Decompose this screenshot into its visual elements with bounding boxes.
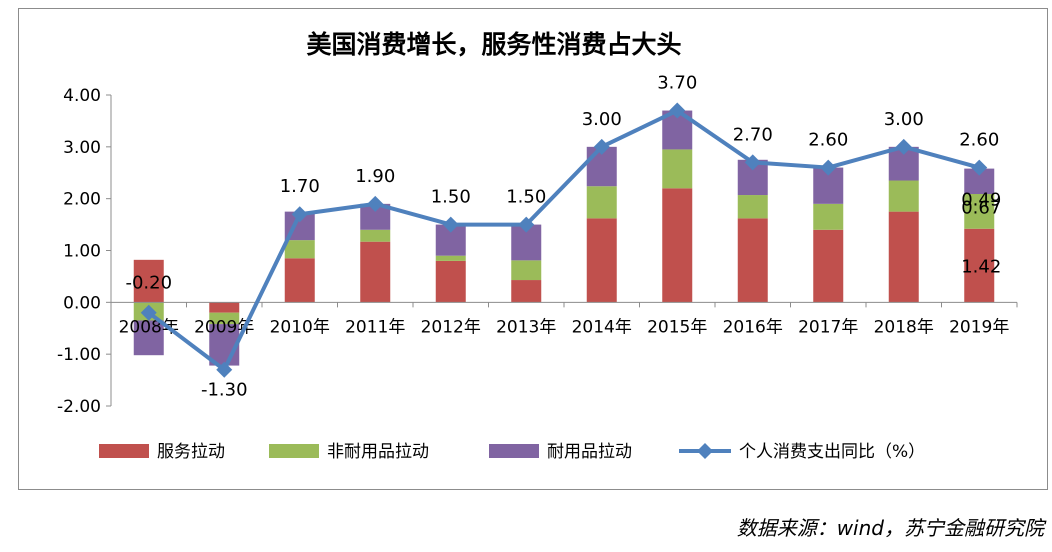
y-tick-label: 4.00 xyxy=(63,86,101,106)
bar-segment xyxy=(662,188,693,303)
x-tick-label: 2019年 xyxy=(949,317,1009,337)
line-marker xyxy=(291,206,308,223)
bar-segment xyxy=(813,229,844,303)
legend-swatch xyxy=(489,444,539,458)
line-data-label: 3.70 xyxy=(657,73,697,94)
line-marker xyxy=(216,361,233,378)
bar-segment xyxy=(586,186,617,219)
x-tick-label: 2013年 xyxy=(496,317,556,337)
line-marker xyxy=(518,216,535,233)
line-data-label: 2.60 xyxy=(808,130,848,151)
y-tick-label: 1.00 xyxy=(63,242,101,262)
x-tick-label: 2015年 xyxy=(647,317,707,337)
bar-segment xyxy=(360,241,391,303)
bar-data-label: 1.42 xyxy=(961,257,1001,278)
line-data-label: 3.00 xyxy=(884,109,924,130)
bar-segment xyxy=(284,240,315,259)
line-data-label: -0.20 xyxy=(125,273,172,294)
line-marker xyxy=(744,154,761,171)
line-marker xyxy=(895,138,912,155)
x-tick-label: 2014年 xyxy=(572,317,632,337)
bar-segment xyxy=(133,259,164,303)
bar-segment xyxy=(662,149,693,189)
legend-label: 服务拉动 xyxy=(157,442,225,462)
legend-label: 非耐用品拉动 xyxy=(327,442,429,462)
line-data-label: 1.50 xyxy=(506,187,546,208)
bar-data-label: 0.67 xyxy=(961,197,1001,218)
bar-data-label: 0.49 xyxy=(961,189,1001,210)
line-marker xyxy=(442,216,459,233)
bar-segment xyxy=(360,229,391,242)
chart-frame: 美国消费增长，服务性消费占大头 -2.00 -1.00 0.00 1.00 2.00 3.0… xyxy=(18,8,1048,490)
x-tick-label: 2018年 xyxy=(874,317,934,337)
line-marker xyxy=(593,138,610,155)
bar-segment xyxy=(737,218,768,303)
bar-segment xyxy=(964,194,995,229)
source-note: 数据来源：wind，苏宁金融研究院 xyxy=(736,516,1044,540)
bar-segment xyxy=(133,320,164,356)
x-tick-label: 2009年 xyxy=(194,317,254,337)
bar-segment xyxy=(284,258,315,303)
x-tick-label: 2010年 xyxy=(270,317,330,337)
bar-segment xyxy=(813,203,844,230)
line-data-label: 1.70 xyxy=(280,176,320,197)
bar-segment xyxy=(586,218,617,303)
bar-segment xyxy=(964,228,995,303)
legend-swatch xyxy=(269,444,319,458)
line-marker xyxy=(820,159,837,176)
bar-segment xyxy=(888,180,919,212)
bar-segment xyxy=(737,195,768,219)
bar-segment xyxy=(511,280,542,303)
line-marker xyxy=(140,304,157,321)
y-tick-label: 2.00 xyxy=(63,190,101,210)
bar-segment xyxy=(435,255,466,261)
x-tick-label: 2011年 xyxy=(345,317,405,337)
bar-segment xyxy=(209,312,240,325)
line-data-label: 1.50 xyxy=(431,187,471,208)
legend-swatch xyxy=(99,444,149,458)
y-tick-label: 0.00 xyxy=(63,293,101,313)
line-data-label: 3.00 xyxy=(582,109,622,130)
bar-segment xyxy=(209,302,240,313)
line-data-label: 2.60 xyxy=(959,130,999,151)
y-tick-label: 3.00 xyxy=(63,138,101,158)
legend-marker xyxy=(697,443,713,459)
chart-title: 美国消费增长，服务性消费占大头 xyxy=(306,30,681,59)
line-data-label: -1.30 xyxy=(201,380,248,401)
line-series-path xyxy=(147,108,980,372)
legend-label: 耐用品拉动 xyxy=(547,442,632,462)
x-tick-label: 2012年 xyxy=(421,317,481,337)
line-marker xyxy=(971,159,988,176)
y-tick-label: -2.00 xyxy=(57,397,101,417)
bar-segment xyxy=(888,211,919,303)
y-tick-label: -1.00 xyxy=(57,345,101,365)
chart-svg: 美国消费增长，服务性消费占大头 -2.00 -1.00 0.00 1.00 2.00 3.0… xyxy=(57,30,1018,462)
line-marker xyxy=(669,102,686,119)
x-tick-label: 2017年 xyxy=(798,317,858,337)
bar-segment xyxy=(511,260,542,281)
line-data-label: 2.70 xyxy=(733,124,773,145)
legend-label: 个人消费支出同比（%） xyxy=(739,442,925,462)
bar-segment xyxy=(435,260,466,303)
x-tick-label: 2016年 xyxy=(723,317,783,337)
line-data-label: 1.90 xyxy=(355,166,395,187)
line-marker xyxy=(367,195,384,212)
